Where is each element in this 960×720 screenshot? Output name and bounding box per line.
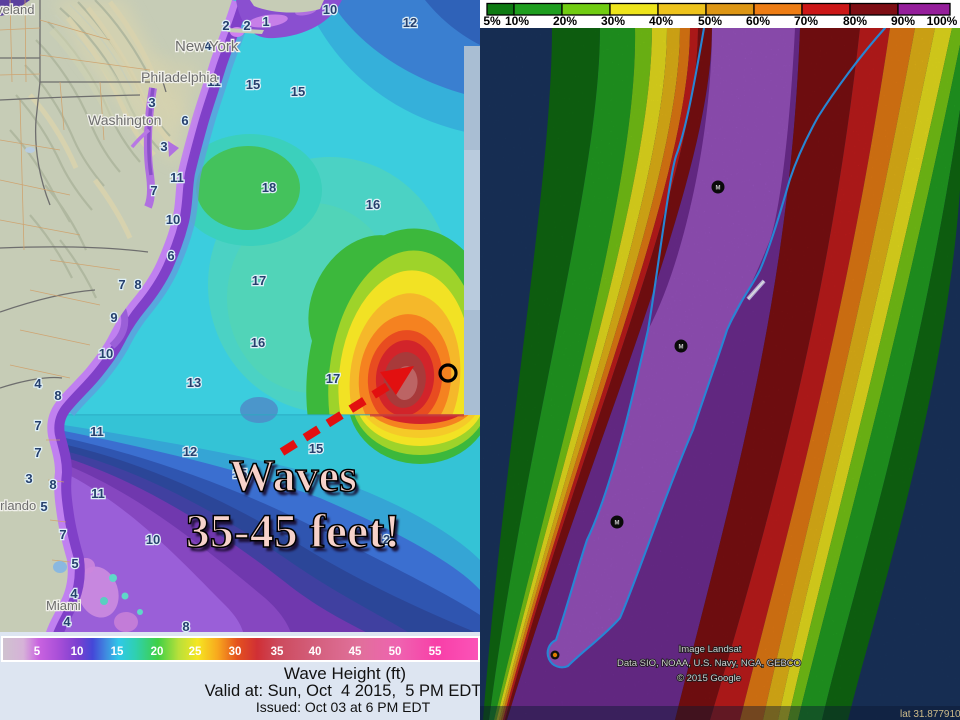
svg-text:Washington: Washington xyxy=(88,112,161,128)
svg-text:50%: 50% xyxy=(698,14,722,28)
svg-text:40%: 40% xyxy=(649,14,673,28)
svg-text:8: 8 xyxy=(54,388,61,403)
svg-text:80%: 80% xyxy=(843,14,867,28)
svg-text:11: 11 xyxy=(91,486,105,501)
svg-text:4: 4 xyxy=(204,38,212,53)
svg-text:4: 4 xyxy=(63,614,71,629)
svg-text:4: 4 xyxy=(70,586,78,601)
svg-text:12: 12 xyxy=(376,532,390,547)
svg-text:18: 18 xyxy=(262,180,276,195)
svg-text:4: 4 xyxy=(34,376,42,391)
svg-text:7: 7 xyxy=(59,527,66,542)
svg-text:70%: 70% xyxy=(794,14,818,28)
svg-text:30%: 30% xyxy=(601,14,625,28)
svg-text:10: 10 xyxy=(323,2,337,17)
svg-text:12: 12 xyxy=(183,444,197,459)
svg-text:40: 40 xyxy=(309,646,322,658)
svg-text:5: 5 xyxy=(40,499,47,514)
svg-text:90%: 90% xyxy=(891,14,915,28)
svg-text:New York: New York xyxy=(175,38,239,55)
svg-text:10%: 10% xyxy=(505,14,529,28)
svg-text:7: 7 xyxy=(34,445,41,460)
svg-text:16: 16 xyxy=(251,335,265,350)
svg-text:10: 10 xyxy=(166,212,180,227)
svg-text:7: 7 xyxy=(150,183,157,198)
svg-text:13: 13 xyxy=(187,375,201,390)
svg-text:10: 10 xyxy=(71,646,84,658)
svg-text:lat 31.877910° lo: lat 31.877910° lo xyxy=(900,709,960,720)
svg-text:25: 25 xyxy=(189,646,202,658)
svg-text:Miami: Miami xyxy=(46,598,81,613)
svg-text:15: 15 xyxy=(233,466,247,481)
svg-text:17: 17 xyxy=(252,273,266,288)
svg-text:16: 16 xyxy=(366,197,380,212)
svg-text:8: 8 xyxy=(134,277,141,292)
svg-text:Wave Height (ft): Wave Height (ft) xyxy=(284,664,406,683)
svg-text:11: 11 xyxy=(170,170,184,185)
svg-text:3: 3 xyxy=(148,95,155,110)
svg-text:6: 6 xyxy=(181,113,188,128)
svg-text:15: 15 xyxy=(111,646,124,658)
svg-text:15: 15 xyxy=(291,84,305,99)
svg-text:12: 12 xyxy=(403,15,417,30)
svg-text:3: 3 xyxy=(160,139,167,154)
svg-text:Orlando: Orlando xyxy=(0,498,36,513)
svg-text:10: 10 xyxy=(99,346,113,361)
svg-text:7: 7 xyxy=(118,277,125,292)
svg-text:15: 15 xyxy=(309,441,323,456)
svg-text:5: 5 xyxy=(71,556,78,571)
svg-text:15: 15 xyxy=(246,77,260,92)
svg-text:9: 9 xyxy=(110,310,117,325)
svg-text:5: 5 xyxy=(34,646,41,658)
svg-text:45: 45 xyxy=(349,646,362,658)
svg-text:10: 10 xyxy=(146,532,160,547)
svg-text:7: 7 xyxy=(34,418,41,433)
svg-text:Philadelphia: Philadelphia xyxy=(141,69,217,85)
svg-text:20: 20 xyxy=(151,646,164,658)
svg-text:60%: 60% xyxy=(746,14,770,28)
svg-text:5%: 5% xyxy=(483,14,501,28)
svg-text:17: 17 xyxy=(326,371,340,386)
svg-text:100%: 100% xyxy=(927,14,958,28)
svg-text:3: 3 xyxy=(25,471,32,486)
svg-text:Valid at: Sun, Oct 4 2015, 5: Valid at: Sun, Oct 4 2015, 5 PM EDT xyxy=(205,682,480,700)
svg-text:6: 6 xyxy=(167,248,174,263)
svg-text:leveland: leveland xyxy=(0,2,34,17)
svg-text:8: 8 xyxy=(182,619,189,634)
svg-text:30: 30 xyxy=(229,646,242,658)
svg-text:20%: 20% xyxy=(553,14,577,28)
svg-text:55: 55 xyxy=(429,646,442,658)
svg-text:Issued: Oct 03 at 6 PM EDT: Issued: Oct 03 at 6 PM EDT xyxy=(256,699,431,715)
svg-text:50: 50 xyxy=(389,646,402,658)
svg-text:11: 11 xyxy=(90,424,104,439)
svg-text:1: 1 xyxy=(262,14,269,29)
svg-text:8: 8 xyxy=(49,477,56,492)
svg-text:2: 2 xyxy=(243,18,250,33)
svg-text:11: 11 xyxy=(207,74,221,89)
svg-text:35: 35 xyxy=(271,646,284,658)
svg-text:2: 2 xyxy=(222,18,229,33)
